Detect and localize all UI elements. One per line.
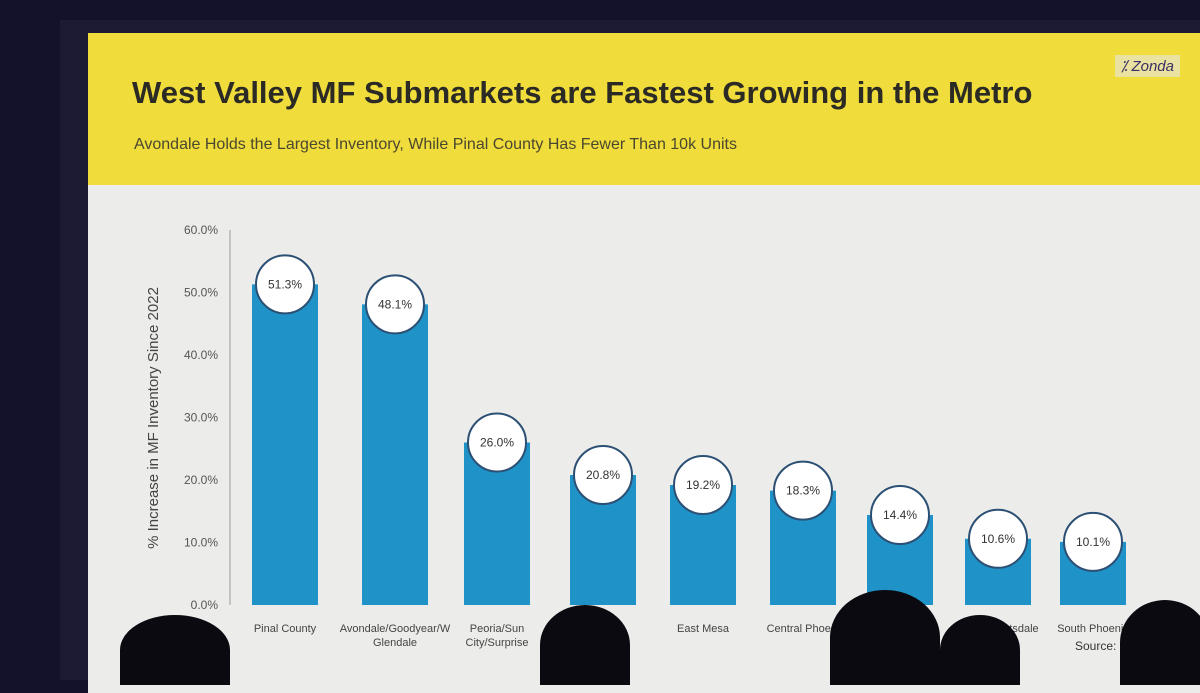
slide-header: West Valley MF Submarkets are Fastest Gr… (88, 33, 1200, 185)
y-tick-label: 50.0% (184, 286, 218, 300)
audience-head (120, 615, 230, 685)
bar (362, 304, 428, 605)
y-tick-label: 60.0% (184, 223, 218, 237)
data-label-circle (773, 460, 833, 521)
data-label: 19.2% (686, 478, 720, 492)
x-tick-label: East Mesa (677, 623, 730, 635)
audience-head (1120, 600, 1200, 685)
x-tick-label: Peoria/Sun City/Surprise (466, 623, 529, 649)
x-tick-label: Pinal County (254, 623, 317, 635)
data-label-circle (255, 254, 315, 315)
data-label: 18.3% (786, 484, 820, 498)
data-label: 48.1% (378, 297, 412, 311)
audience-head (540, 605, 630, 685)
x-tick-label: South Phoenix (1057, 623, 1129, 635)
data-label-circle (1063, 511, 1123, 572)
zonda-logo: ⁒ Zonda (1114, 55, 1180, 77)
audience-head (940, 615, 1020, 685)
x-tick-label: Central Phoeni (767, 623, 840, 635)
data-label: 10.6% (981, 532, 1015, 546)
y-axis-label: % Increase in MF Inventory Since 2022 (145, 287, 162, 549)
data-label-circle (365, 274, 425, 335)
data-label: 26.0% (480, 436, 514, 450)
data-label: 51.3% (268, 277, 302, 291)
data-label: 20.8% (586, 468, 620, 482)
data-label: 14.4% (883, 508, 917, 522)
data-label-circle (870, 485, 930, 545)
data-label: 10.1% (1076, 535, 1110, 549)
y-tick-label: 40.0% (184, 348, 218, 362)
data-label-circle (968, 508, 1028, 569)
slide-title: West Valley MF Submarkets are Fastest Gr… (132, 75, 1033, 110)
y-tick-label: 10.0% (184, 536, 218, 550)
bar (252, 284, 318, 605)
y-tick-label: 30.0% (184, 411, 218, 425)
y-tick-label: 0.0% (191, 598, 219, 612)
x-tick-label: Avondale/Goodyear/W Glendale (340, 623, 451, 649)
y-tick-label: 20.0% (184, 473, 218, 487)
audience-head (830, 590, 940, 685)
data-label-circle (673, 455, 733, 515)
data-label-circle (573, 445, 633, 505)
bar-chart: 0.0% 10.0% 20.0% 30.0% 40.0% 50.0% 60.0% % Incr… (145, 223, 1135, 653)
data-label-circle (467, 412, 527, 473)
slide-subtitle: Avondale Holds the Largest Inventory, Wh… (134, 136, 737, 153)
